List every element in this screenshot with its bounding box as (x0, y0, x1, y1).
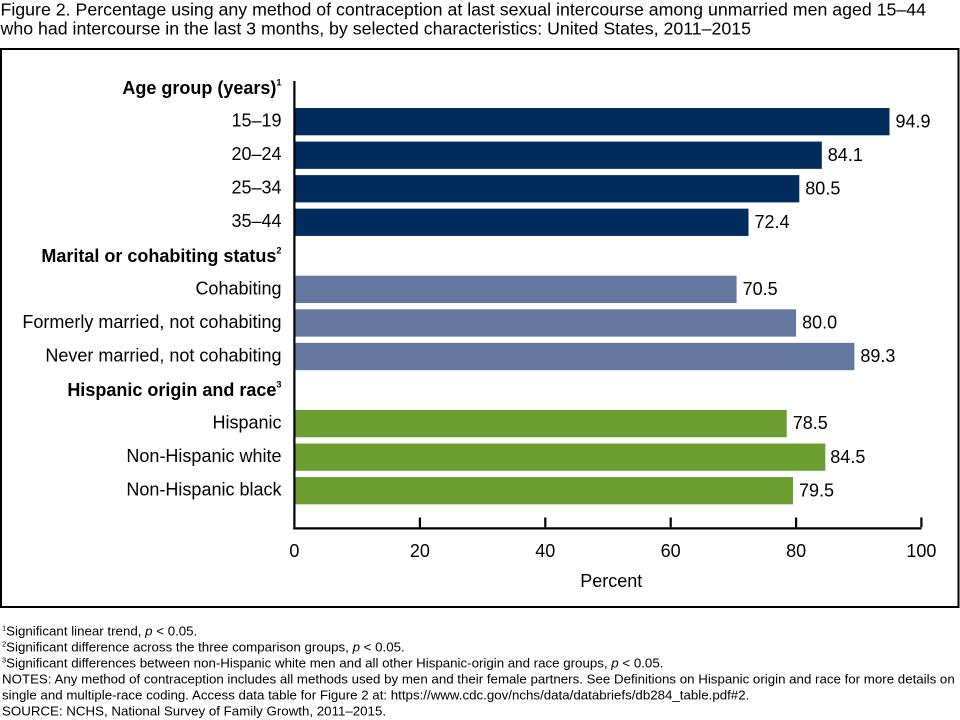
svg-text:84.1: 84.1 (828, 145, 863, 165)
svg-text:Formerly married, not cohabiti: Formerly married, not cohabiting (22, 312, 281, 332)
svg-text:78.5: 78.5 (793, 413, 828, 433)
svg-text:40: 40 (535, 541, 555, 561)
svg-text:Age group (years)1: Age group (years)1 (122, 78, 281, 99)
svg-text:Figure 2. Percentage using any: Figure 2. Percentage using any method of… (1, 0, 927, 19)
svg-text:who had intercourse in the las: who had intercourse in the last 3 months… (0, 18, 751, 38)
svg-text:79.5: 79.5 (799, 480, 834, 500)
svg-text:Percent: Percent (580, 571, 642, 591)
svg-text:80: 80 (786, 541, 806, 561)
svg-text:Cohabiting: Cohabiting (195, 278, 281, 298)
svg-text:89.3: 89.3 (860, 346, 895, 366)
svg-text:2Significant difference across: 2Significant difference across the three… (2, 640, 405, 655)
svg-text:84.5: 84.5 (830, 447, 865, 467)
svg-text:NOTES: Any method of contracep: NOTES: Any method of contraception inclu… (2, 672, 955, 687)
svg-text:20: 20 (410, 541, 430, 561)
svg-text:70.5: 70.5 (743, 279, 778, 299)
svg-text:3Significant differences betwe: 3Significant differences between non-His… (2, 656, 663, 671)
svg-text:35–44: 35–44 (231, 211, 281, 231)
svg-text:72.4: 72.4 (755, 212, 790, 232)
svg-text:94.9: 94.9 (896, 111, 931, 131)
svg-text:Hispanic: Hispanic (212, 413, 281, 433)
svg-text:15–19: 15–19 (231, 111, 281, 131)
svg-text:Marital or cohabiting status2: Marital or cohabiting status2 (41, 245, 281, 266)
svg-text:80.0: 80.0 (802, 313, 837, 333)
svg-text:60: 60 (661, 541, 681, 561)
svg-text:Never married, not cohabiting: Never married, not cohabiting (45, 345, 281, 365)
svg-text:SOURCE: NCHS, National Survey: SOURCE: NCHS, National Survey of Family … (2, 704, 386, 719)
svg-text:1Significant linear trend, p <: 1Significant linear trend, p < 0.05. (2, 624, 197, 639)
svg-text:Non-Hispanic white: Non-Hispanic white (126, 446, 281, 466)
svg-text:100: 100 (906, 541, 936, 561)
svg-text:20–24: 20–24 (231, 144, 281, 164)
svg-text:80.5: 80.5 (805, 178, 840, 198)
svg-text:single and multiple-race codin: single and multiple-race coding. Access … (2, 688, 749, 703)
svg-text:Non-Hispanic black: Non-Hispanic black (126, 480, 282, 500)
svg-text:Hispanic origin and race3: Hispanic origin and race3 (67, 379, 281, 400)
svg-text:0: 0 (289, 541, 299, 561)
svg-text:25–34: 25–34 (231, 178, 281, 198)
